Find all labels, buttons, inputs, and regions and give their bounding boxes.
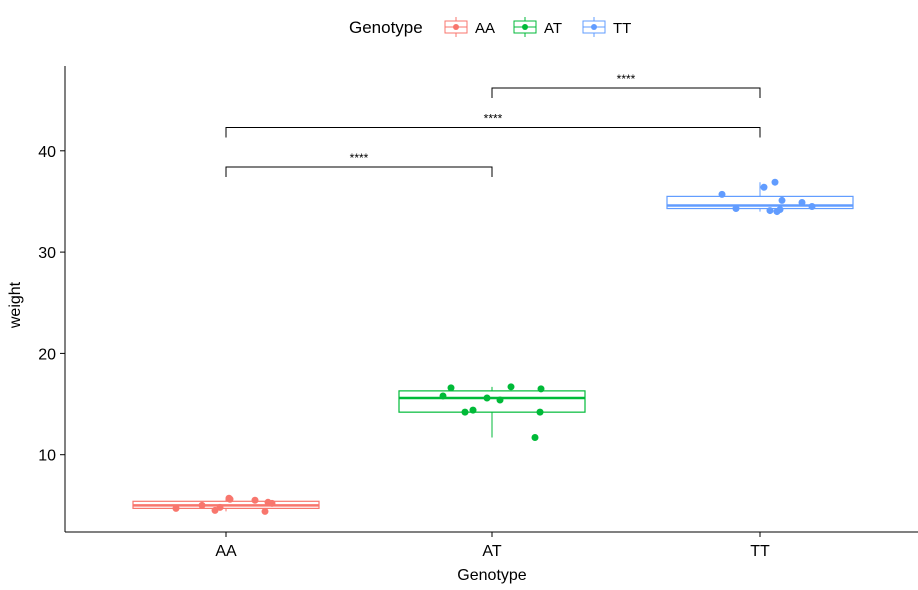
y-axis-label: weight — [7, 281, 24, 329]
data-point-tt — [808, 203, 816, 211]
box-aa — [132, 498, 320, 512]
data-point-at — [439, 392, 447, 400]
box-iqr — [666, 195, 854, 210]
box-at — [398, 386, 586, 438]
legend: Genotype AA AT TT — [349, 17, 631, 37]
legend-item-tt: TT — [582, 17, 631, 37]
significance-bracket: **** — [225, 151, 493, 178]
legend-key-point — [453, 24, 459, 30]
data-point-at — [507, 383, 515, 391]
legend-label: TT — [613, 20, 631, 37]
y-tick-label: 20 — [38, 346, 56, 363]
data-point-aa — [225, 494, 233, 502]
data-point-at — [537, 385, 545, 393]
data-point-tt — [766, 207, 774, 215]
data-point-aa — [261, 507, 269, 515]
bracket-line — [225, 127, 761, 138]
significance-label: **** — [617, 72, 636, 86]
x-tick-label: AA — [215, 543, 237, 560]
significance-bracket: **** — [491, 72, 761, 98]
legend-key-point — [591, 24, 597, 30]
data-point-tt — [718, 190, 726, 198]
legend-key-point — [522, 24, 528, 30]
data-point-tt — [776, 206, 784, 214]
significance-bracket: **** — [225, 112, 761, 138]
data-point-aa — [251, 496, 259, 504]
x-axis-label: Genotype — [457, 567, 526, 584]
data-point-tt — [798, 198, 806, 206]
data-point-at — [483, 394, 491, 402]
axes: 10 20 30 40 AA AT TT — [38, 66, 918, 560]
x-tick-label: TT — [750, 543, 770, 560]
legend-label: AT — [544, 20, 562, 37]
data-point-tt — [760, 183, 768, 191]
data-point-at — [531, 433, 539, 441]
box-tt — [666, 182, 854, 212]
y-tick-label: 10 — [38, 448, 56, 465]
data-point-aa — [268, 499, 276, 507]
y-tick-label: 30 — [38, 245, 56, 262]
data-point-aa — [216, 503, 224, 511]
legend-item-at: AT — [513, 17, 562, 37]
bracket-line — [225, 166, 493, 178]
data-point-tt — [771, 178, 779, 186]
box-iqr — [398, 390, 586, 413]
data-point-at — [496, 396, 504, 404]
significance-label: **** — [484, 112, 503, 126]
data-point-aa — [198, 501, 206, 509]
y-tick-label: 40 — [38, 144, 56, 161]
data-point-at — [447, 384, 455, 392]
legend-item-aa: AA — [444, 17, 495, 37]
legend-label: AA — [475, 20, 495, 37]
data-point-at — [461, 408, 469, 416]
bracket-line — [491, 87, 761, 98]
data-point-at — [469, 406, 477, 414]
marks: **** **** **** — [132, 72, 854, 515]
data-point-tt — [732, 205, 740, 213]
data-point-aa — [172, 504, 180, 512]
x-tick-label: AT — [482, 543, 501, 560]
legend-title: Genotype — [349, 18, 423, 37]
data-point-at — [536, 408, 544, 416]
data-point-tt — [778, 196, 786, 204]
significance-label: **** — [350, 151, 369, 165]
